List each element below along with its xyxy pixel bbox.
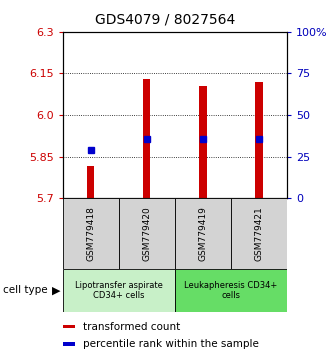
- Text: cell type: cell type: [3, 285, 48, 295]
- Bar: [63, 325, 75, 328]
- Text: GSM779419: GSM779419: [198, 206, 208, 261]
- Bar: [63, 342, 75, 346]
- Bar: [87, 166, 94, 198]
- Text: Lipotransfer aspirate
CD34+ cells: Lipotransfer aspirate CD34+ cells: [75, 281, 163, 300]
- Bar: [143, 79, 150, 198]
- Text: GSM779420: GSM779420: [142, 206, 151, 261]
- Text: percentile rank within the sample: percentile rank within the sample: [83, 339, 259, 349]
- Text: GDS4079 / 8027564: GDS4079 / 8027564: [95, 12, 235, 27]
- Text: Leukapheresis CD34+
cells: Leukapheresis CD34+ cells: [184, 281, 278, 300]
- Bar: [199, 86, 207, 198]
- Text: ▶: ▶: [52, 285, 60, 295]
- Bar: [63, 198, 119, 269]
- Bar: [255, 82, 263, 198]
- Bar: [175, 198, 231, 269]
- Bar: [231, 198, 287, 269]
- Bar: [63, 269, 175, 312]
- Text: transformed count: transformed count: [83, 322, 180, 332]
- Bar: [119, 198, 175, 269]
- Text: GSM779421: GSM779421: [254, 206, 264, 261]
- Text: GSM779418: GSM779418: [86, 206, 95, 261]
- Bar: [175, 269, 287, 312]
